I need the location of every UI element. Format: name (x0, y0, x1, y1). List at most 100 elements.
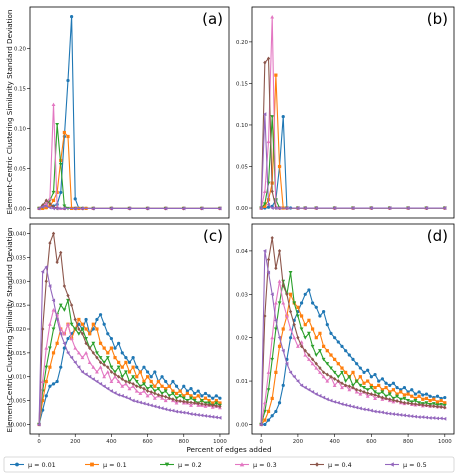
data-point (299, 327, 304, 331)
data-point (318, 393, 322, 398)
legend-marker (164, 462, 170, 467)
y-tick-label: 0.03 (236, 292, 248, 298)
data-point (138, 400, 142, 405)
data-point (145, 375, 150, 379)
y-tick-label: 0.00 (236, 422, 249, 428)
data-point (292, 322, 296, 327)
x-tick-label: 800 (403, 439, 414, 445)
data-point (152, 396, 157, 400)
data-point (373, 393, 377, 397)
data-point (307, 318, 311, 322)
data-point (149, 390, 153, 394)
data-point (402, 396, 407, 401)
y-tick-label: 0.15 (236, 81, 248, 87)
data-point (399, 390, 403, 394)
data-point (259, 422, 263, 427)
data-point (406, 413, 410, 418)
data-point (262, 400, 267, 405)
data-point (40, 379, 45, 384)
data-point (303, 336, 308, 340)
data-point (277, 164, 282, 169)
data-point (48, 365, 52, 369)
panel-label: (d) (427, 227, 448, 245)
data-point (98, 365, 103, 369)
data-point (262, 248, 267, 253)
data-point (77, 327, 81, 331)
data-point (149, 384, 154, 389)
data-point (80, 327, 85, 331)
data-point (55, 260, 59, 265)
data-point (369, 386, 374, 390)
data-point (164, 394, 168, 399)
data-point (329, 398, 333, 403)
x-tick-label: 600 (366, 439, 377, 445)
data-point (98, 360, 103, 365)
data-point (366, 368, 370, 372)
data-point (207, 414, 211, 419)
data-point (355, 387, 359, 392)
y-tick-label: 0.000 (11, 422, 27, 428)
data-point (95, 355, 99, 360)
data-point (303, 348, 307, 353)
legend-marker (15, 462, 19, 467)
data-point (270, 414, 274, 418)
data-point (156, 379, 161, 384)
data-point (384, 394, 388, 399)
panel-label: (b) (427, 10, 448, 28)
data-point (373, 409, 377, 414)
data-point (347, 375, 352, 379)
y-tick-label: 0.00 (236, 206, 249, 212)
data-point (203, 402, 208, 407)
data-point (343, 379, 348, 383)
legend-entry-4: μ = 0.3 (235, 461, 277, 469)
data-point (311, 327, 315, 331)
data-point (87, 360, 92, 364)
data-point (307, 331, 311, 336)
data-point (266, 56, 271, 61)
data-point (299, 314, 304, 318)
data-point (384, 396, 388, 401)
data-point (362, 381, 366, 385)
data-point (164, 387, 168, 391)
data-point (325, 362, 330, 366)
data-point (80, 355, 85, 360)
plot-frame (29, 6, 230, 219)
data-point (410, 394, 414, 398)
data-point (171, 391, 175, 396)
data-point (398, 397, 403, 402)
data-point (199, 206, 204, 211)
data-point (336, 340, 340, 344)
data-point (262, 189, 267, 193)
data-point (44, 204, 48, 208)
data-point (106, 351, 110, 355)
data-point (171, 379, 175, 384)
chart-panel-1: 0.00 0.05 0.10 0.15 0.20 (a) (14, 6, 230, 219)
data-point (102, 322, 106, 326)
data-point (322, 344, 326, 348)
data-point (318, 370, 322, 374)
plot-frame (251, 6, 455, 219)
data-point (376, 392, 381, 396)
data-point (142, 389, 146, 393)
data-point (277, 335, 282, 340)
data-point (214, 398, 218, 403)
data-point (295, 314, 300, 318)
data-point (62, 284, 66, 288)
legend-label: μ = 0.2 (178, 461, 202, 469)
legend-marker (389, 462, 394, 467)
data-point (402, 393, 407, 397)
data-point (428, 416, 432, 420)
data-point (428, 403, 432, 408)
data-point (303, 353, 308, 357)
data-point (398, 412, 403, 417)
data-point (214, 415, 218, 420)
data-point (207, 398, 211, 403)
data-point (299, 344, 304, 349)
x-tick-label: 800 (179, 439, 190, 445)
legend-marker (315, 462, 319, 467)
data-point (299, 301, 304, 305)
data-point (73, 346, 78, 350)
data-point (109, 379, 114, 384)
data-point (347, 384, 351, 389)
data-point (145, 402, 150, 407)
